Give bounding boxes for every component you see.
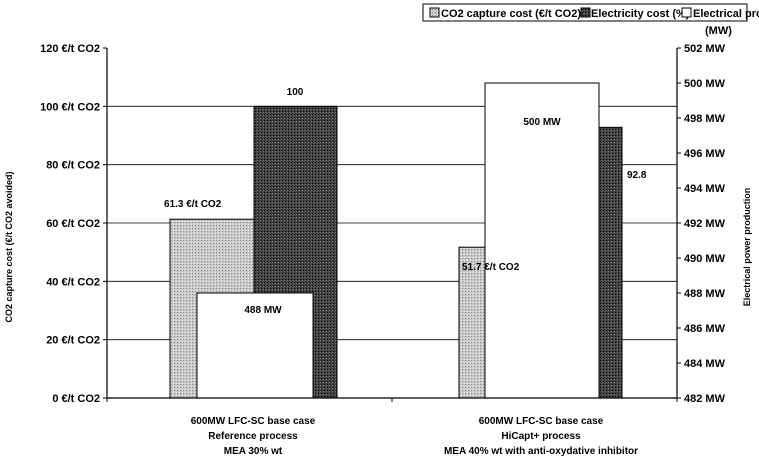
y-left-tick-label: 20 €/t CO2 (46, 335, 100, 347)
data-label: 51.7 €/t CO2 (462, 262, 520, 273)
y-right-tick-label: 502 MW (684, 43, 726, 55)
data-label: 92.8 (627, 170, 647, 181)
y-right-tick-label: 488 MW (684, 288, 726, 300)
x-category-label: MEA 30% wt (224, 446, 283, 457)
bar-electrical-production (484, 82, 600, 399)
legend-swatch-electricity (580, 7, 591, 18)
x-category-label: 600MW LFC-SC base case (191, 416, 316, 427)
y-right-tick-label: 490 MW (684, 253, 726, 265)
y-left-axis-title: CO2 capture cost (€/t CO2 avoided) (4, 171, 14, 322)
y-right-tick-label: 496 MW (684, 148, 726, 160)
labels: 0 €/t CO2 20 €/t CO2 40 €/t CO2 60 €/t CO2 8… (40, 43, 725, 457)
legend-label-production: Electrical production (693, 8, 759, 20)
y-right-tick-label: 492 MW (684, 218, 726, 230)
bar-electrical-production (196, 292, 314, 399)
legend-label-co2: CO2 capture cost (€/t CO2) (441, 8, 581, 20)
y-left-tick-label: 100 €/t CO2 (40, 101, 100, 113)
legend-swatch-co2 (429, 7, 440, 18)
y-left-tick-label: 0 €/t CO2 (52, 393, 100, 405)
x-category-label: Reference process (208, 431, 298, 442)
x-category-label: 600MW LFC-SC base case (479, 416, 604, 427)
y-right-axis-title: Electrical power production (742, 188, 752, 307)
y-left-tick-label: 120 €/t CO2 (40, 43, 100, 55)
y-left-tick-label: 40 €/t CO2 (46, 276, 100, 288)
x-category-label: HiCapt+ process (501, 431, 581, 442)
y-left-tick-label: 60 €/t CO2 (46, 218, 100, 230)
x-category-label: MEA 40% wt with anti-oxydative inhibitor (444, 446, 638, 457)
legend-label-electricity: Electricity cost (%) (591, 8, 690, 20)
y-right-tick-label: 498 MW (684, 113, 726, 125)
bars (169, 82, 623, 399)
data-label: 488 MW (244, 305, 282, 316)
legend-swatch-production (681, 7, 692, 18)
legend-unit: (MW) (705, 25, 732, 37)
y-right-tick-label: 500 MW (684, 78, 726, 90)
y-right-tick-label: 484 MW (684, 358, 726, 370)
y-left-tick-label: 80 €/t CO2 (46, 160, 100, 172)
data-label: 61.3 €/t CO2 (164, 199, 222, 210)
y-right-tick-label: 482 MW (684, 393, 726, 405)
bar-electricity-cost (598, 126, 623, 399)
y-right-tick-label: 486 MW (684, 323, 726, 335)
axes (103, 47, 681, 402)
y-right-tick-label: 494 MW (684, 183, 726, 195)
data-label: 500 MW (523, 117, 561, 128)
data-label: 100 (287, 87, 304, 98)
